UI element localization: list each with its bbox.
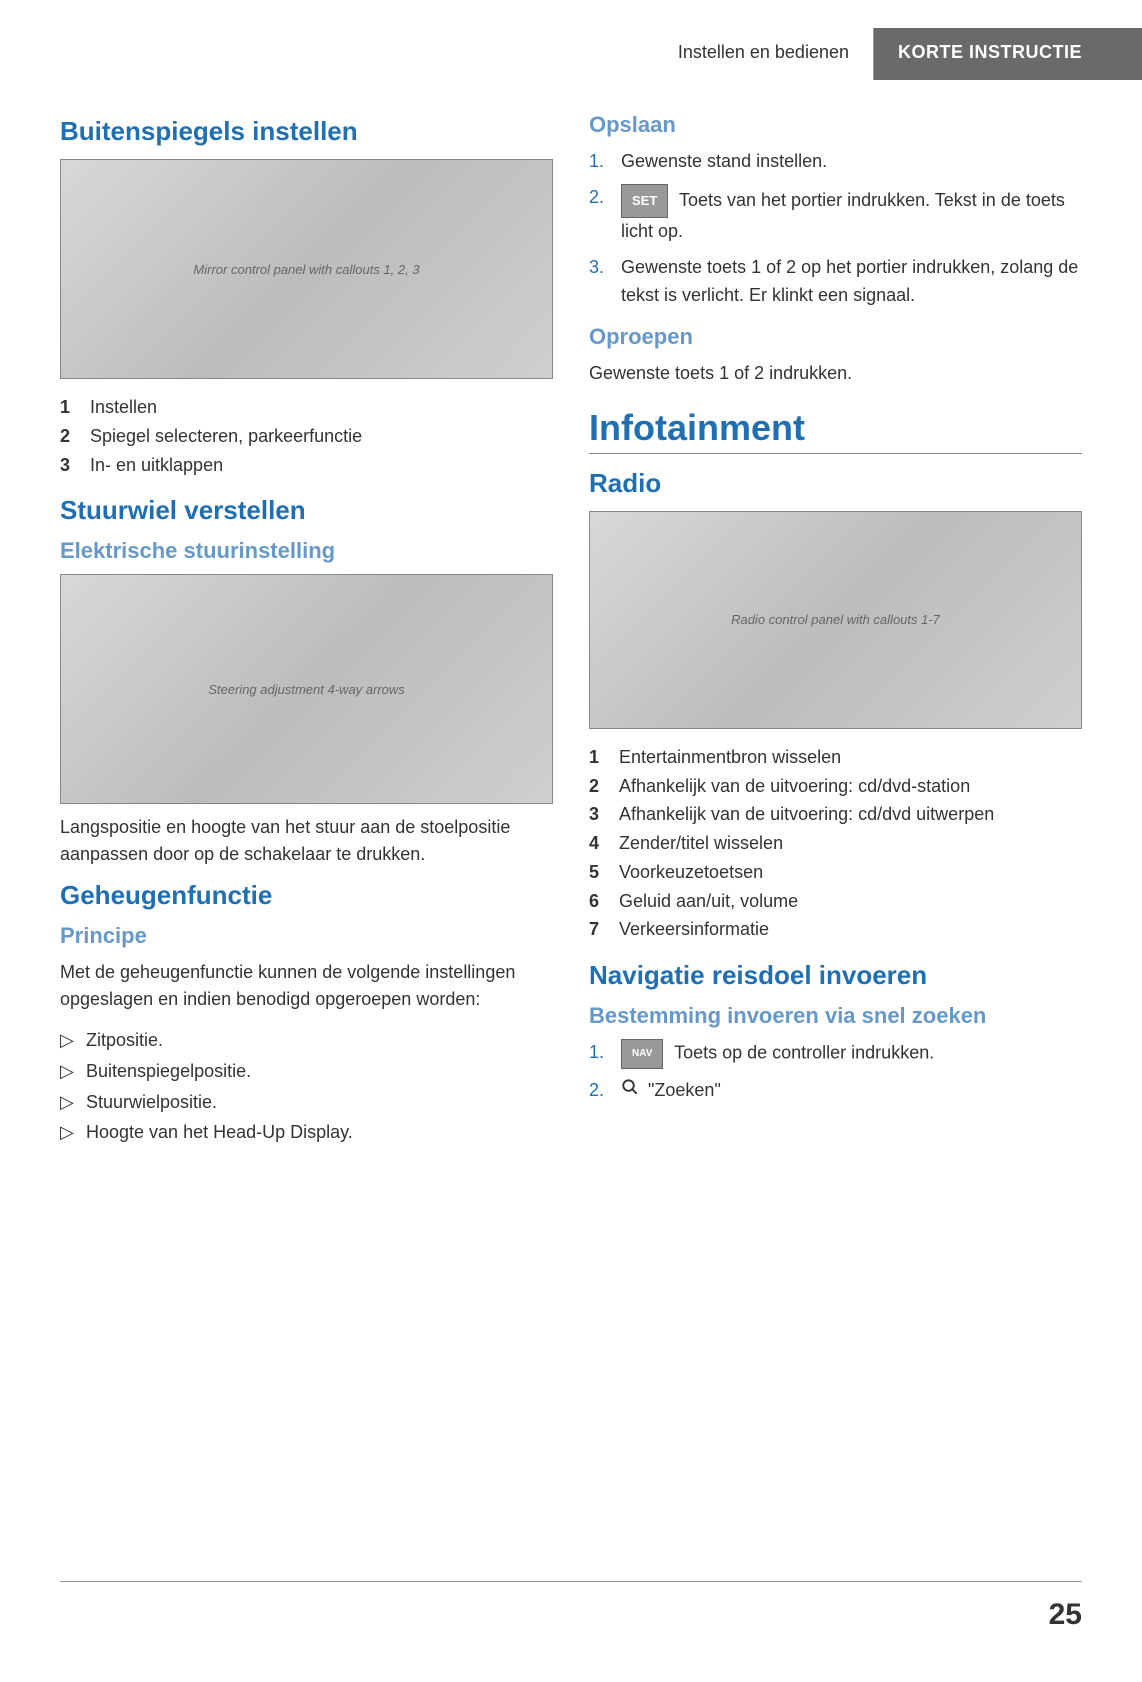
bullet-text: Stuurwielpositie.	[86, 1087, 217, 1118]
triangle-icon: ▷	[60, 1025, 76, 1056]
legend-num: 4	[589, 829, 607, 858]
list-item: 7 Verkeersinformatie	[589, 915, 1082, 944]
triangle-icon: ▷	[60, 1087, 76, 1118]
list-item: 1 Instellen	[60, 393, 553, 422]
legend-text: Instellen	[90, 393, 157, 422]
figure-alt: Radio control panel with callouts 1-7	[731, 612, 940, 627]
left-column: Buitenspiegels instellen Mirror control …	[60, 108, 553, 1162]
subheading-steering-electric: Elektrische stuurinstelling	[60, 538, 553, 564]
step-text: Toets op de controller indrukken.	[674, 1043, 934, 1063]
list-item: 1 Entertainmentbron wisselen	[589, 743, 1082, 772]
heading-radio: Radio	[589, 468, 1082, 499]
step-text: Gewenste stand instellen.	[621, 148, 1082, 176]
legend-text: Voorkeuzetoetsen	[619, 858, 763, 887]
save-steps: 1. Gewenste stand instellen. 2. SET Toet…	[589, 148, 1082, 310]
list-item: 1. NAV Toets op de controller indrukken.	[589, 1039, 1082, 1069]
subheading-nav-quicksearch: Bestemming invoeren via snel zoeken	[589, 1003, 1082, 1029]
list-item: 1. Gewenste stand instellen.	[589, 148, 1082, 176]
legend-num: 2	[60, 422, 78, 451]
page-header: Instellen en bedienen KORTE INSTRUCTIE	[0, 28, 1142, 80]
subheading-memory-principle: Principe	[60, 923, 553, 949]
step-text: Toets van het portier indrukken. Tekst i…	[621, 190, 1065, 241]
bullet-text: Buitenspiegelpositie.	[86, 1056, 251, 1087]
list-item: 2. "Zoeken"	[589, 1077, 1082, 1105]
step-ordinal: 3.	[589, 254, 611, 310]
legend-text: In- en uitklappen	[90, 451, 223, 480]
triangle-icon: ▷	[60, 1056, 76, 1087]
bullet-text: Hoogte van het Head-Up Display.	[86, 1117, 353, 1148]
list-item: 3 In- en uitklappen	[60, 451, 553, 480]
step-ordinal: 2.	[589, 184, 611, 246]
list-item: 2 Afhankelijk van de uitvoering: cd/dvd-s…	[589, 772, 1082, 801]
legend-text: Entertainmentbron wisselen	[619, 743, 841, 772]
legend-text: Geluid aan/uit, volume	[619, 887, 798, 916]
footer-divider	[60, 1581, 1082, 1582]
legend-num: 2	[589, 772, 607, 801]
legend-num: 7	[589, 915, 607, 944]
subheading-save: Opslaan	[589, 112, 1082, 138]
recall-paragraph: Gewenste toets 1 of 2 indrukken.	[589, 360, 1082, 387]
step-body: "Zoeken"	[621, 1077, 1082, 1105]
nav-steps: 1. NAV Toets op de controller indrukken.…	[589, 1039, 1082, 1105]
heading-navigation: Navigatie reisdoel invoeren	[589, 960, 1082, 991]
legend-num: 5	[589, 858, 607, 887]
step-body: NAV Toets op de controller indrukken.	[621, 1039, 1082, 1069]
legend-num: 6	[589, 887, 607, 916]
list-item: ▷ Stuurwielpositie.	[60, 1087, 553, 1118]
figure-alt: Mirror control panel with callouts 1, 2,…	[193, 262, 419, 277]
header-section-label: Instellen en bedienen	[654, 28, 874, 80]
heading-infotainment: Infotainment	[589, 407, 1082, 454]
list-item: 3 Afhankelijk van de uitvoering: cd/dvd u…	[589, 800, 1082, 829]
header-chapter-label: KORTE INSTRUCTIE	[874, 28, 1142, 80]
legend-num: 3	[60, 451, 78, 480]
list-item: 4 Zender/titel wisselen	[589, 829, 1082, 858]
bullet-text: Zitpositie.	[86, 1025, 163, 1056]
list-item: 2. SET Toets van het portier indrukken. …	[589, 184, 1082, 246]
list-item: ▷ Zitpositie.	[60, 1025, 553, 1056]
list-item: ▷ Buitenspiegelpositie.	[60, 1056, 553, 1087]
figure-radio-panel: Radio control panel with callouts 1-7	[589, 511, 1082, 729]
figure-alt: Steering adjustment 4-way arrows	[208, 682, 405, 697]
legend-text: Afhankelijk van de uitvoering: cd/dvd-st…	[619, 772, 970, 801]
list-item: ▷ Hoogte van het Head-Up Display.	[60, 1117, 553, 1148]
page-number: 25	[1049, 1598, 1082, 1632]
triangle-icon: ▷	[60, 1117, 76, 1148]
step-ordinal: 1.	[589, 148, 611, 176]
list-item: 3. Gewenste toets 1 of 2 op het portier …	[589, 254, 1082, 310]
page-content: Buitenspiegels instellen Mirror control …	[0, 80, 1142, 1162]
step-ordinal: 1.	[589, 1039, 611, 1069]
list-item: 2 Spiegel selecteren, parkeerfunctie	[60, 422, 553, 451]
legend-num: 1	[60, 393, 78, 422]
right-column: Opslaan 1. Gewenste stand instellen. 2. …	[589, 108, 1082, 1162]
figure-mirror-controls: Mirror control panel with callouts 1, 2,…	[60, 159, 553, 379]
legend-num: 1	[589, 743, 607, 772]
legend-text: Spiegel selecteren, parkeerfunctie	[90, 422, 362, 451]
list-item: 5 Voorkeuzetoetsen	[589, 858, 1082, 887]
heading-steering: Stuurwiel verstellen	[60, 495, 553, 526]
heading-memory: Geheugenfunctie	[60, 880, 553, 911]
step-ordinal: 2.	[589, 1077, 611, 1105]
step-text: Gewenste toets 1 of 2 op het portier ind…	[621, 254, 1082, 310]
radio-legend: 1 Entertainmentbron wisselen 2 Afhankelijk…	[589, 743, 1082, 945]
set-button-icon: SET	[621, 184, 668, 218]
legend-text: Verkeersinformatie	[619, 915, 769, 944]
subheading-recall: Oproepen	[589, 324, 1082, 350]
steering-paragraph: Langspositie en hoogte van het stuur aan…	[60, 814, 553, 868]
step-text: "Zoeken"	[648, 1080, 721, 1100]
memory-bullets: ▷ Zitpositie. ▷ Buitenspiegelpositie. ▷ Stu…	[60, 1025, 553, 1147]
step-body: SET Toets van het portier indrukken. Tek…	[621, 184, 1082, 246]
search-icon	[621, 1077, 639, 1105]
memory-paragraph: Met de geheugenfunctie kunnen de volgend…	[60, 959, 553, 1013]
mirror-legend: 1 Instellen 2 Spiegel selecteren, parkeerf…	[60, 393, 553, 479]
nav-button-icon: NAV	[621, 1039, 663, 1069]
legend-num: 3	[589, 800, 607, 829]
heading-mirrors: Buitenspiegels instellen	[60, 116, 553, 147]
figure-steering-adjust: Steering adjustment 4-way arrows	[60, 574, 553, 804]
legend-text: Afhankelijk van de uitvoering: cd/dvd ui…	[619, 800, 994, 829]
legend-text: Zender/titel wisselen	[619, 829, 783, 858]
list-item: 6 Geluid aan/uit, volume	[589, 887, 1082, 916]
